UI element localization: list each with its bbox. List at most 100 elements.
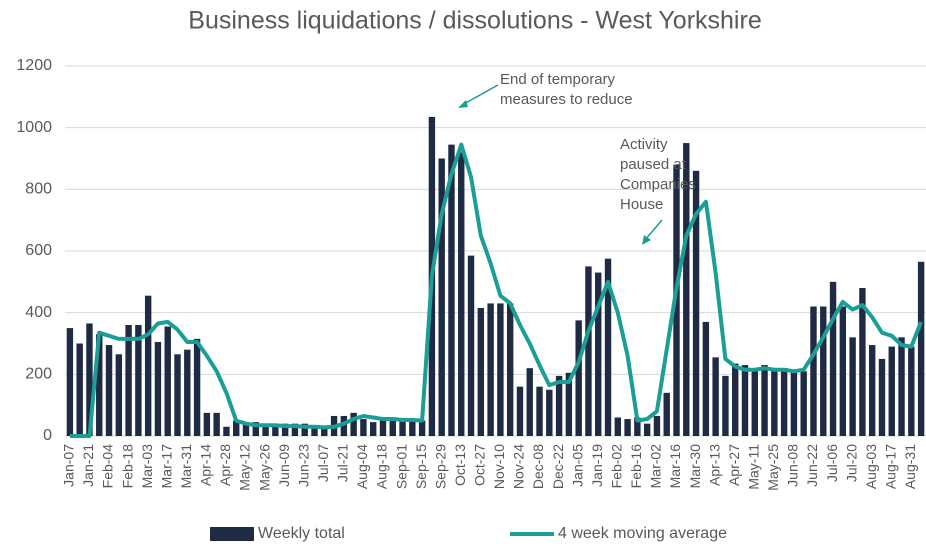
bar (732, 363, 739, 436)
x-tick-label: Apr-14 (198, 444, 214, 486)
bar (585, 266, 592, 436)
x-tick-label: Feb-02 (609, 444, 625, 489)
bar (448, 144, 455, 436)
bar (96, 334, 103, 436)
bar (418, 420, 426, 436)
bar (242, 423, 250, 436)
bar (868, 345, 876, 436)
x-tick-label: Aug-04 (354, 444, 370, 489)
x-tick-label: Jul-06 (824, 444, 840, 482)
x-tick-label: Aug-17 (882, 444, 898, 489)
bar (917, 261, 925, 436)
bar (546, 389, 553, 436)
x-tick-label: May-25 (765, 444, 781, 491)
y-tick-label: 400 (25, 304, 52, 321)
y-tick-label: 1200 (16, 57, 52, 74)
arrow-head (642, 235, 651, 245)
bar (800, 371, 807, 436)
bar (301, 423, 308, 436)
bar (859, 288, 866, 436)
bar (790, 371, 798, 436)
bar (203, 412, 211, 436)
bar (663, 392, 670, 436)
x-tick-label: May-26 (256, 444, 272, 491)
bar (115, 354, 123, 436)
bar (262, 425, 269, 436)
bar (281, 423, 289, 436)
legend-swatch (210, 527, 254, 541)
x-tick-label: Sep-29 (432, 444, 448, 489)
line (69, 142, 923, 438)
annotation: paused at (620, 156, 687, 173)
y-tick-label: 1000 (16, 119, 52, 136)
bar (643, 423, 651, 436)
annotation-arrow (644, 219, 663, 241)
bar (898, 337, 905, 436)
bar (810, 306, 817, 436)
bar (849, 337, 856, 436)
y-tick-label: 600 (25, 242, 52, 259)
bar (614, 417, 622, 436)
x-tick-label: Nov-10 (491, 444, 507, 489)
bar (438, 158, 445, 436)
x-tick-label: Jun-08 (785, 444, 801, 487)
bar (722, 375, 729, 436)
bar (105, 345, 113, 436)
annotation-arrow (461, 84, 499, 106)
bar (360, 419, 367, 436)
bar (135, 325, 142, 436)
x-tick-label: Jun-23 (295, 444, 311, 487)
bar (761, 365, 768, 436)
bar (233, 420, 240, 436)
x-tick-label: Feb-16 (628, 444, 644, 489)
x-tick-label: Jun-09 (276, 444, 292, 487)
annotation: House (620, 196, 663, 213)
bar (908, 346, 915, 436)
bar (184, 349, 191, 436)
x-tick-label: Oct-27 (472, 444, 488, 486)
bar (66, 328, 74, 436)
bar (829, 281, 837, 436)
bar (125, 325, 132, 436)
bar (653, 415, 661, 436)
bar (692, 170, 700, 437)
bar (634, 417, 641, 436)
x-tick-label: Mar-03 (139, 444, 155, 489)
bar (154, 341, 162, 436)
x-tick-label: Jul-20 (843, 444, 859, 482)
x-tick-label: Apr-13 (706, 444, 722, 486)
bar (575, 320, 582, 436)
y-tick-label: 200 (25, 366, 52, 383)
bar (389, 417, 396, 436)
x-tick-label: Aug-31 (902, 444, 918, 489)
legend-label: Weekly total (258, 525, 345, 542)
bar (712, 357, 719, 436)
bar (164, 326, 171, 436)
x-tick-label: Mar-17 (158, 444, 174, 489)
bar (409, 419, 416, 436)
bar (477, 308, 485, 436)
annotation: Activity (620, 136, 668, 153)
bar (252, 422, 259, 436)
bar (741, 365, 749, 436)
bar (595, 272, 602, 436)
bar (888, 346, 895, 436)
bar (771, 368, 778, 436)
annotation: End of temporary (500, 71, 616, 88)
x-tick-label: Jan-21 (80, 444, 96, 487)
x-tick-label: May-12 (237, 444, 253, 491)
bar (555, 375, 563, 436)
bar (751, 368, 758, 436)
bar (467, 255, 475, 436)
bar (291, 423, 299, 436)
bar (683, 143, 690, 437)
bar (272, 425, 279, 436)
bar (487, 303, 494, 436)
x-tick-label: Jan-07 (61, 444, 77, 487)
x-tick-label: Mar-16 (667, 444, 683, 489)
bar (458, 152, 465, 437)
bar (536, 386, 543, 436)
x-tick-label: Dec-08 (530, 444, 546, 489)
bar (604, 258, 612, 436)
